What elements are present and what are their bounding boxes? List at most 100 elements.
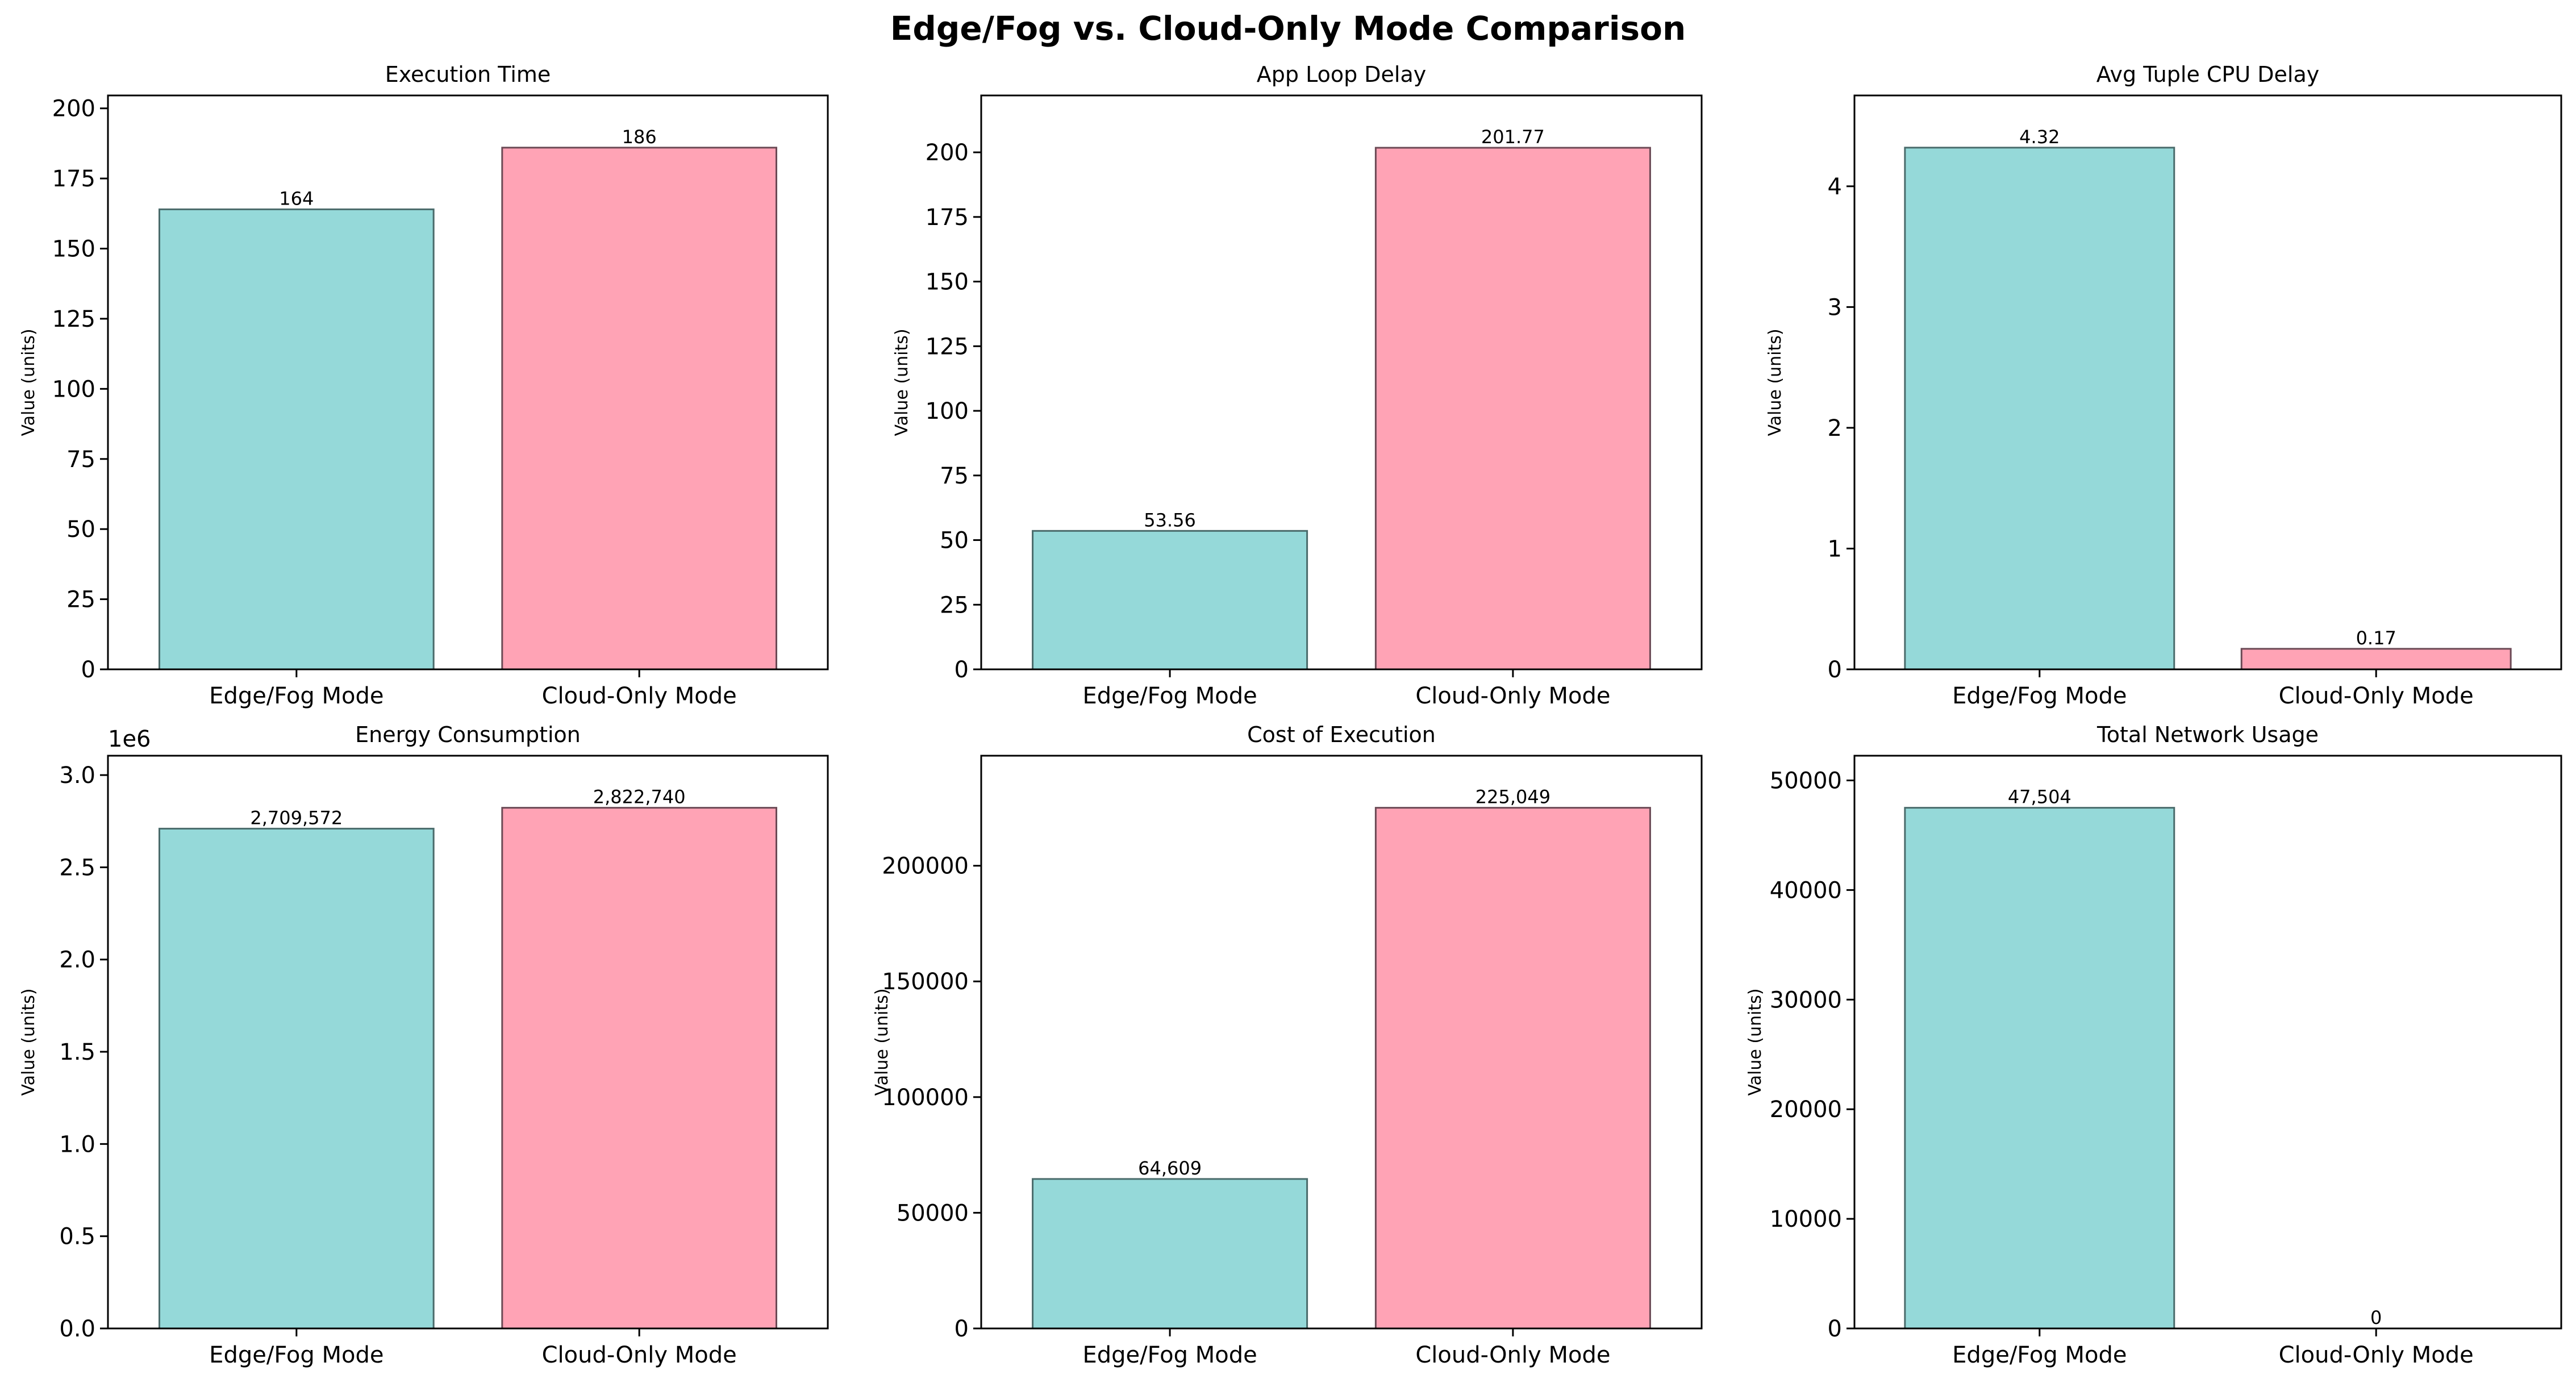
y-tick-label: 0.0: [59, 1316, 95, 1342]
y-tick-label: 3: [1828, 294, 1842, 320]
y-tick-label: 2: [1828, 415, 1842, 441]
bar-edge-fog: [159, 827, 435, 1330]
y-tick-label: 100: [52, 376, 95, 402]
y-tick-label: 4: [1828, 174, 1842, 200]
subplot-1: Execution Time Value (units) 0 25 50 75 100 125…: [19, 62, 829, 709]
y-tick-label: 150: [52, 236, 95, 263]
subplot-title: Total Network Usage: [2096, 722, 2319, 747]
y-tick-label: 0: [81, 657, 95, 683]
y-tick-label: 3.0: [59, 763, 95, 789]
figure-title: Edge/Fog vs. Cloud-Only Mode Comparison: [890, 9, 1686, 48]
subplot-title: Execution Time: [385, 62, 551, 87]
bar-value-label: 2,709,572: [250, 807, 343, 828]
y-tick-label: 125: [926, 334, 969, 360]
y-tick-label: 50: [940, 528, 969, 554]
x-tick-label: Edge/Fog Mode: [209, 683, 384, 709]
y-tick-label: 75: [940, 463, 969, 489]
bar-value-label: 0: [2370, 1307, 2382, 1328]
bar-value-label: 2,822,740: [593, 786, 686, 808]
bar-value-label: 164: [279, 188, 314, 209]
x-tick-label: Cloud-Only Mode: [2279, 683, 2474, 709]
bar-cloud-only: [501, 807, 777, 1330]
y-tick-label: 50: [66, 516, 95, 543]
axes-frame: [980, 94, 1703, 670]
axes-frame: [1853, 755, 2562, 1330]
bar-value-label: 64,609: [1138, 1157, 1202, 1179]
bar-value-label: 225,049: [1475, 786, 1550, 808]
subplot-2: App Loop Delay Value (units) 0 25 50 75 100 125…: [892, 62, 1703, 709]
y-tick-label: 75: [66, 447, 95, 473]
y-tick-label: 200: [926, 140, 969, 166]
y-tick-label: 175: [52, 166, 95, 192]
subplot-title: Energy Consumption: [355, 722, 581, 747]
x-tick-label: Edge/Fog Mode: [1082, 1342, 1257, 1368]
y-tick-label: 0: [954, 657, 969, 683]
subplot-title: Avg Tuple CPU Delay: [2096, 62, 2319, 87]
y-tick-label: 200000: [882, 853, 969, 880]
y-tick-label: 100: [926, 398, 969, 424]
subplot-title: App Loop Delay: [1257, 62, 1427, 87]
y-tick-label: 25: [940, 592, 969, 618]
y-axis-label: Value (units): [892, 328, 912, 436]
y-axis-label: Value (units): [872, 988, 892, 1095]
y-tick-label: 1.5: [59, 1039, 95, 1065]
x-tick-label: Edge/Fog Mode: [1952, 1342, 2127, 1368]
bar-edge-fog: [1032, 1178, 1308, 1330]
bar-edge-fog: [1904, 147, 2175, 670]
y-axis-label: Value (units): [19, 988, 39, 1095]
axes-frame: [980, 755, 1703, 1330]
x-tick-label: Cloud-Only Mode: [1415, 683, 1610, 709]
y-tick-label: 40000: [1770, 877, 1842, 903]
y-axis-label: Value (units): [1745, 988, 1765, 1095]
y-tick-label: 0: [1828, 657, 1842, 683]
subplot-title: Cost of Execution: [1247, 722, 1436, 747]
x-tick-label: Cloud-Only Mode: [1415, 1342, 1610, 1368]
axes-frame: [1853, 94, 2562, 670]
bar-edge-fog: [159, 208, 435, 670]
bar-value-label: 47,504: [2008, 786, 2071, 808]
y-tick-label: 200: [52, 96, 95, 122]
y-tick-label: 100000: [882, 1085, 969, 1111]
axes-frame: [107, 755, 829, 1330]
x-tick-label: Edge/Fog Mode: [1082, 683, 1257, 709]
bar-cloud-only: [1374, 147, 1651, 670]
bar-value-label: 4.32: [2019, 126, 2060, 148]
bar-value-label: 0.17: [2356, 627, 2396, 649]
y-offset-text: 1e6: [108, 726, 151, 752]
y-tick-label: 175: [926, 205, 969, 231]
y-tick-label: 0: [954, 1316, 969, 1342]
y-tick-label: 30000: [1770, 987, 1842, 1013]
y-tick-label: 125: [52, 306, 95, 332]
y-tick-label: 2.0: [59, 947, 95, 973]
bar-value-label: 201.77: [1481, 126, 1545, 148]
subplot-4: Energy Consumption Value (units) 1e6 0.0 0.5…: [19, 722, 829, 1368]
bar-value-label: 53.56: [1144, 509, 1196, 531]
y-tick-label: 0.5: [59, 1224, 95, 1250]
bar-cloud-only: [2240, 648, 2512, 670]
bar-value-label: 186: [622, 126, 657, 148]
bar-edge-fog: [1904, 807, 2175, 1330]
bar-cloud-only: [1374, 807, 1651, 1330]
y-axis-label: Value (units): [19, 328, 39, 436]
axes-frame: [107, 94, 829, 670]
x-tick-label: Cloud-Only Mode: [542, 1342, 737, 1368]
x-tick-label: Edge/Fog Mode: [209, 1342, 384, 1368]
y-tick-label: 25: [66, 587, 95, 613]
y-tick-label: 20000: [1770, 1097, 1842, 1123]
y-tick-label: 150000: [882, 969, 969, 995]
y-axis-label: Value (units): [1765, 328, 1785, 436]
bar-cloud-only: [501, 147, 777, 670]
subplot-3: Avg Tuple CPU Delay Value (units) 0 1 2 3 4 4.3…: [1765, 62, 2562, 709]
y-tick-label: 1: [1828, 536, 1842, 562]
x-tick-label: Edge/Fog Mode: [1952, 683, 2127, 709]
y-tick-label: 50000: [897, 1200, 969, 1226]
y-tick-label: 0: [1828, 1316, 1842, 1342]
x-tick-label: Cloud-Only Mode: [542, 683, 737, 709]
y-tick-label: 150: [926, 269, 969, 295]
y-tick-label: 1.0: [59, 1131, 95, 1157]
subplot-5: Cost of Execution Value (units) 0 50000 1000…: [872, 722, 1703, 1368]
subplot-6: Total Network Usage Value (units) 0 10000 20…: [1745, 722, 2562, 1368]
y-tick-label: 50000: [1770, 768, 1842, 794]
y-tick-label: 2.5: [59, 855, 95, 881]
